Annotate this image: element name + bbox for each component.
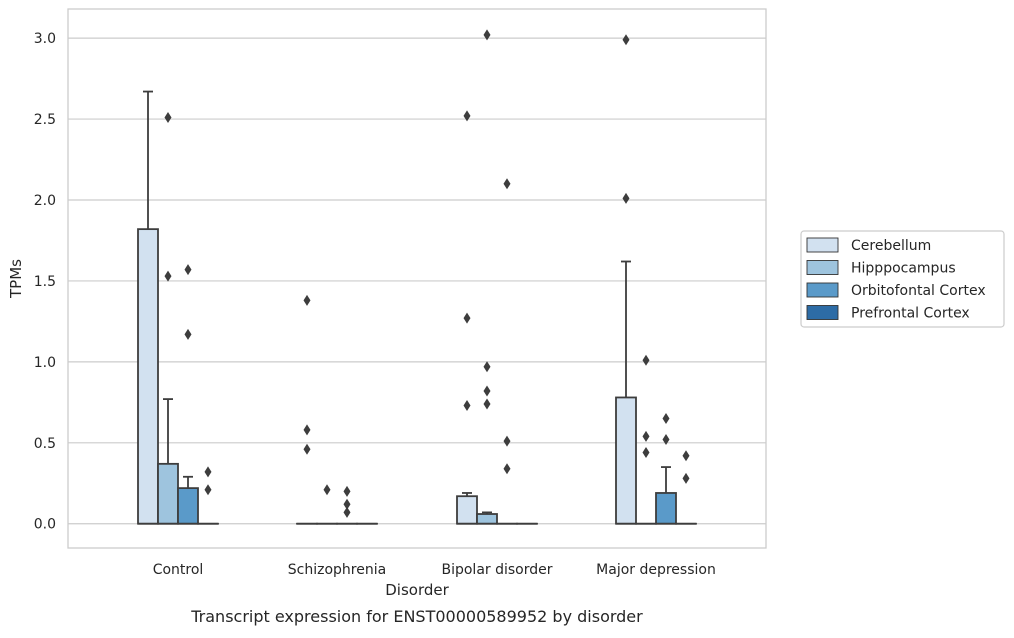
x-tick-label: Schizophrenia xyxy=(288,562,386,578)
chart-caption: Transcript expression for ENST0000058995… xyxy=(190,607,643,626)
y-tick-label: 1.5 xyxy=(34,274,56,290)
y-tick-label: 0.0 xyxy=(34,517,56,533)
legend-swatch xyxy=(807,238,838,252)
x-axis-label: Disorder xyxy=(385,581,449,599)
legend-label: Orbitofontal Cortex xyxy=(851,283,986,299)
legend-label: Cerebellum xyxy=(851,238,931,254)
box-rect xyxy=(178,488,198,524)
legend-swatch xyxy=(807,261,838,275)
box-rect xyxy=(138,229,158,524)
y-axis-label: TPMs xyxy=(7,259,25,299)
legend-label: Hipppocampus xyxy=(851,261,956,277)
box-rect xyxy=(656,493,676,524)
legend-swatch xyxy=(807,306,838,320)
y-tick-label: 0.5 xyxy=(34,436,56,452)
y-tick-label: 3.0 xyxy=(34,31,56,47)
y-tick-label: 1.0 xyxy=(34,355,56,371)
box-rect xyxy=(477,514,497,524)
y-tick-label: 2.0 xyxy=(34,193,56,209)
legend: Cerebellum Hipppocampus Orbitofontal Corte… xyxy=(801,231,1004,327)
x-tick-label: Bipolar disorder xyxy=(441,562,552,578)
box-rect xyxy=(616,397,636,523)
legend-swatch xyxy=(807,283,838,297)
box-rect xyxy=(457,496,477,524)
y-tick-label: 2.5 xyxy=(34,112,56,128)
x-tick-label: Major depression xyxy=(596,562,716,578)
box-rect xyxy=(158,464,178,524)
x-tick-label: Control xyxy=(153,562,204,578)
legend-label: Prefrontal Cortex xyxy=(851,306,970,322)
